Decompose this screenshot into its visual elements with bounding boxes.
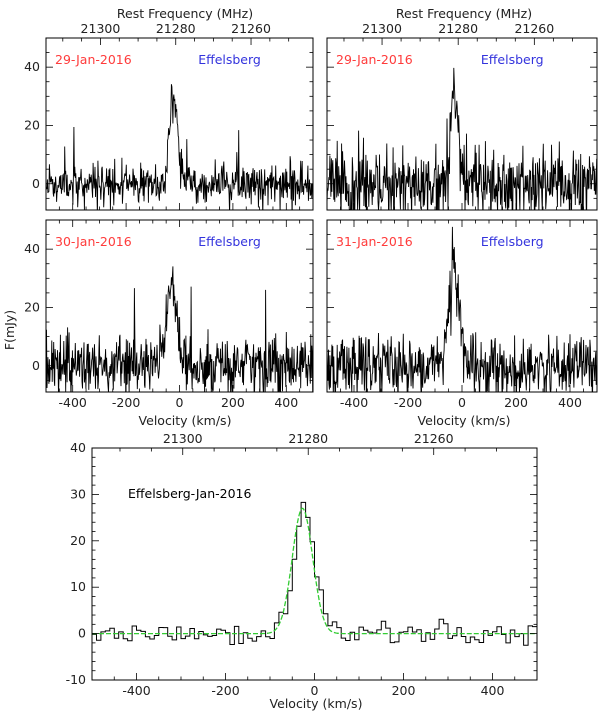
- x-tick-label: -400: [122, 683, 150, 698]
- series-spectrum-line: [327, 67, 597, 210]
- x-tick-label: 400: [481, 683, 505, 698]
- y-tick-label: 10: [70, 579, 86, 594]
- top-tick-label: 21300: [81, 21, 121, 36]
- y-tick-label: 40: [24, 241, 40, 256]
- y-axis-title: F(mJy): [2, 310, 17, 350]
- top-tick-label: 21300: [163, 431, 203, 446]
- y-tick-label: 30: [70, 486, 86, 501]
- date-label: 30-Jan-2016: [55, 234, 132, 249]
- site-label: Effelsberg: [198, 52, 261, 67]
- panels-layer: 21300 21280 21260 0 20 40 29-Jan-2016 Effelsber…: [24, 21, 598, 698]
- x-tick-label: -200: [394, 395, 422, 410]
- x-tick-label: -400: [59, 395, 87, 410]
- x-tick-label: -200: [112, 395, 140, 410]
- series-spectrum-line: [46, 84, 313, 210]
- panel-p5: -400 -200 0 200 400 21300 21280 21260 -10 0 10 20 30…: [66, 431, 538, 698]
- top-tick-label: 21280: [438, 21, 478, 36]
- x-tick-label: 400: [558, 395, 582, 410]
- x-tick-label: -200: [211, 683, 239, 698]
- y-tick-label: 40: [70, 440, 86, 455]
- site-label: Effelsberg: [481, 234, 544, 249]
- y-tick-label: 0: [32, 176, 40, 191]
- site-label: Effelsberg: [198, 234, 261, 249]
- top-tick-label: 21300: [362, 21, 402, 36]
- y-tick-label: 0: [78, 626, 86, 641]
- x-tick-label: 0: [458, 395, 466, 410]
- panel-title-label: Effelsberg-Jan-2016: [128, 486, 252, 501]
- date-label: 29-Jan-2016: [336, 52, 413, 67]
- top-tick-label: 21280: [156, 21, 196, 36]
- site-label: Effelsberg: [481, 52, 544, 67]
- x-tick-label: 0: [311, 683, 319, 698]
- x-axis-title-left: Velocity (km/s): [139, 413, 232, 428]
- y-tick-label: 40: [24, 59, 40, 74]
- x-tick-label: 200: [221, 395, 245, 410]
- top-axis-title-left: Rest Frequency (MHz): [117, 6, 253, 21]
- panel-p4: -400 -200 0 200 400 31-Jan-2016 Effelsberg: [326, 219, 598, 410]
- top-tick-label: 21280: [288, 431, 328, 446]
- panel-p1: 21300 21280 21260 0 20 40 29-Jan-2016 Effelsber…: [24, 21, 314, 211]
- panel-p2: 21300 21280 21260 29-Jan-2016 Effelsberg: [326, 21, 598, 211]
- top-tick-label: 21260: [514, 21, 554, 36]
- series-fit-line: [92, 507, 537, 635]
- x-axis-title-right: Velocity (km/s): [418, 413, 511, 428]
- x-tick-label: 200: [392, 683, 416, 698]
- x-tick-label: 0: [176, 395, 184, 410]
- x-tick-label: -400: [340, 395, 368, 410]
- panel-p3: -400 -200 0 200 400 0 20 40 30-Jan-2016 Effelsber…: [24, 219, 314, 410]
- top-axis-title-right: Rest Frequency (MHz): [396, 6, 532, 21]
- series-spectrum-line: [92, 501, 537, 646]
- top-tick-label: 21260: [231, 21, 271, 36]
- y-tick-label: -10: [66, 672, 86, 687]
- series-spectrum-line: [327, 226, 597, 392]
- top-tick-label: 21260: [414, 431, 454, 446]
- series-spectrum-line: [46, 266, 313, 392]
- date-label: 31-Jan-2016: [336, 234, 413, 249]
- y-tick-label: 20: [24, 117, 40, 132]
- y-tick-label: 0: [32, 358, 40, 373]
- x-axis-title-bottom: Velocity (km/s): [270, 696, 363, 711]
- y-tick-label: 20: [70, 533, 86, 548]
- y-tick-label: 20: [24, 299, 40, 314]
- x-tick-label: 400: [274, 395, 298, 410]
- date-label: 29-Jan-2016: [55, 52, 132, 67]
- x-tick-label: 200: [504, 395, 528, 410]
